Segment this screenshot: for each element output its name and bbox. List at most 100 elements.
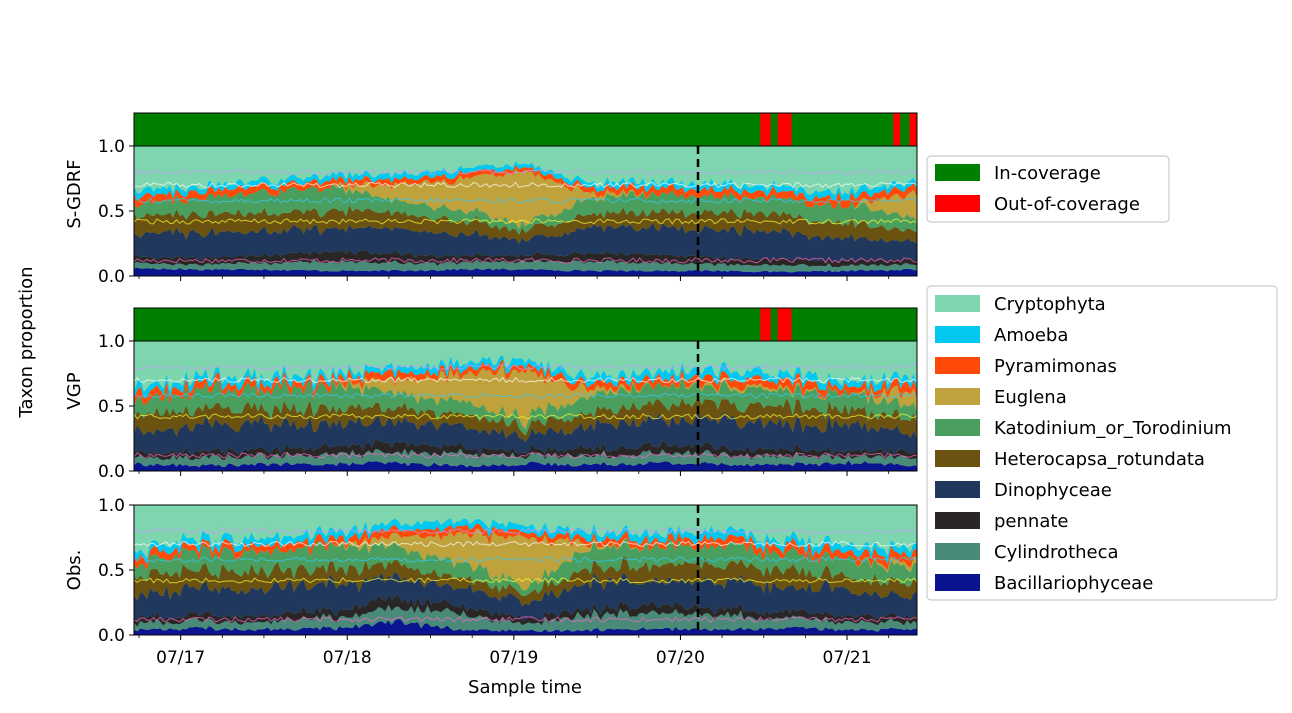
- area-series-katodinium-or-torodinium: [134, 538, 917, 597]
- area-series-cryptophyta: [134, 146, 917, 196]
- area-series-pyramimonas: [134, 523, 917, 571]
- coverage-bar-sgdrf: [134, 113, 917, 147]
- area-series-pyramimonas: [134, 165, 917, 210]
- y-tick-label: 0.5: [98, 561, 125, 581]
- streak-line: [134, 615, 917, 623]
- streak-line: [134, 376, 917, 384]
- area-series-cryptophyta: [134, 341, 917, 393]
- legend-label: pennate: [994, 511, 1068, 532]
- coverage-legend: In-coverage Out-of-coverage: [926, 155, 1170, 223]
- area-series-heterocapsa-rotundata: [134, 396, 917, 442]
- area-series-pyramimonas: [134, 358, 917, 407]
- legend-swatch: [935, 357, 980, 374]
- x-ticks-vgp: [138, 471, 890, 476]
- legend-label: Bacillariophyceae: [994, 573, 1153, 594]
- streak-line: [134, 577, 917, 584]
- area-series-dinophyceae: [134, 571, 917, 623]
- axes-frame-sgdrf: [133, 112, 918, 277]
- panel-obs: 0.0 0.5 1.0 07/17 07/18 07/19 07/20 07/21 Obs.: [64, 496, 918, 668]
- legend-swatch: [935, 326, 980, 343]
- area-series-euglena: [134, 168, 917, 230]
- streak-line: [134, 527, 917, 535]
- legend-label: Cryptophyta: [994, 294, 1106, 315]
- area-series-euglena: [134, 363, 917, 429]
- y-tick-label: 1.0: [98, 137, 125, 157]
- x-tick-label: 07/18: [323, 648, 372, 668]
- area-series-katodinium-or-torodinium: [134, 376, 917, 436]
- y-ticks-sgdrf: 0.0 0.5 1.0: [98, 137, 134, 287]
- figure-xlabel: Sample time: [468, 677, 582, 698]
- coverage-out-segment: [777, 113, 792, 146]
- legend-swatch: [935, 450, 980, 467]
- legend-label: Dinophyceae: [994, 480, 1112, 501]
- y-ticks-obs: 0.0 0.5 1.0: [98, 496, 134, 646]
- figure-ylabel: Taxon proportion: [16, 266, 37, 418]
- streak-line: [134, 181, 917, 189]
- streak-line: [134, 392, 917, 399]
- area-series-heterocapsa-rotundata: [134, 555, 917, 607]
- legend-swatch: [935, 574, 980, 591]
- x-tick-label: 07/21: [823, 648, 872, 668]
- legend-label: Euglena: [994, 387, 1067, 408]
- x-tick-label: 07/20: [656, 648, 705, 668]
- legend-label: Out-of-coverage: [994, 194, 1140, 215]
- streak-line: [134, 413, 917, 420]
- streak-line: [134, 556, 917, 563]
- y-tick-label: 0.0: [98, 462, 125, 482]
- streak-line: [134, 363, 917, 371]
- area-layers-obs: [134, 505, 917, 635]
- coverage-out-segment: [777, 308, 792, 341]
- panel-vgp: 0.0 0.5 1.0 VGP: [64, 307, 918, 482]
- y-tick-label: 0.0: [98, 267, 125, 287]
- area-series-dinophyceae: [134, 410, 917, 456]
- area-series-amoeba: [134, 161, 917, 202]
- coverage-out-segment: [760, 308, 771, 341]
- area-series-bacillariophyceae: [134, 460, 917, 471]
- legend-swatch: [935, 388, 980, 405]
- legend-swatch: [935, 195, 980, 212]
- area-series-pennate: [134, 438, 917, 461]
- streak-line: [134, 197, 917, 204]
- area-series-katodinium-or-torodinium: [134, 183, 917, 235]
- legend-swatch: [935, 481, 980, 498]
- area-series-dinophyceae: [134, 222, 917, 263]
- area-series-cryptophyta: [134, 505, 917, 559]
- y-tick-label: 0.5: [98, 202, 125, 222]
- x-ticks-obs: 07/17 07/18 07/19 07/20 07/21: [138, 635, 890, 668]
- coverage-out-segment: [909, 113, 917, 146]
- area-layers-sgdrf: [134, 146, 917, 276]
- taxa-legend-frame: [926, 285, 1278, 601]
- x-tick-label: 07/19: [489, 648, 538, 668]
- legend-swatch: [935, 512, 980, 529]
- x-tick-label: 07/17: [156, 648, 205, 668]
- streak-line: [134, 256, 917, 264]
- legend-label: In-coverage: [994, 163, 1101, 184]
- area-series-cylindrotheca: [134, 604, 917, 632]
- y-tick-label: 1.0: [98, 496, 125, 516]
- streak-line: [134, 218, 917, 225]
- coverage-out-segment: [760, 113, 771, 146]
- taxa-legend: Cryptophyta Amoeba Pyramimonas Euglena Katod…: [926, 285, 1278, 601]
- area-layers-vgp: [134, 341, 917, 471]
- legend-label: Heterocapsa_rotundata: [994, 449, 1205, 470]
- legend-label: Amoeba: [994, 325, 1068, 346]
- panel-sgdrf: 0.0 0.5 1.0 S-GDRF: [64, 112, 918, 287]
- legend-label: Cylindrotheca: [994, 542, 1119, 563]
- coverage-legend-frame: [926, 155, 1170, 223]
- coverage-in-bar: [134, 308, 917, 341]
- y-tick-label: 0.0: [98, 626, 125, 646]
- ylabel-obs: Obs.: [64, 550, 85, 591]
- y-tick-label: 0.5: [98, 397, 125, 417]
- y-tick-label: 1.0: [98, 332, 125, 352]
- legend-label: Katodinium_or_Torodinium: [994, 418, 1232, 439]
- coverage-bar-vgp: [134, 308, 917, 342]
- streak-line: [134, 452, 917, 459]
- legend-swatch: [935, 419, 980, 436]
- streak-line: [134, 540, 917, 548]
- area-series-pennate: [134, 593, 917, 627]
- legend-swatch: [935, 543, 980, 560]
- streak-line: [134, 168, 917, 176]
- legend-swatch: [935, 295, 980, 312]
- area-series-heterocapsa-rotundata: [134, 205, 917, 245]
